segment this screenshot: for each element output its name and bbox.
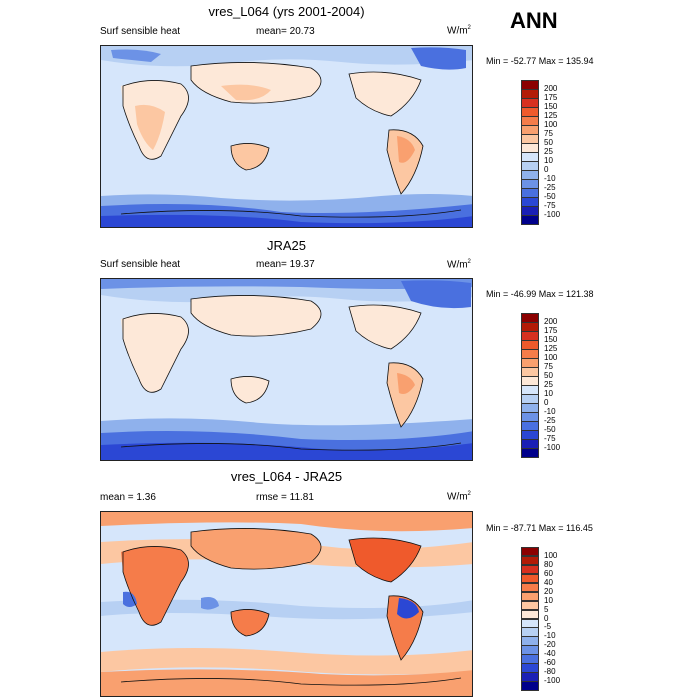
panel3-map — [100, 511, 473, 697]
colorbar-cell — [521, 672, 539, 682]
colorbar-tick-label: -50 — [544, 192, 556, 201]
panel3-rmse-label: rmse = 11.81 — [256, 492, 314, 503]
panel1-minmax: Min = -52.77 Max = 135.94 — [486, 56, 594, 66]
colorbar-tick-label: 200 — [544, 317, 558, 326]
colorbar-tick-label: -50 — [544, 425, 556, 434]
colorbar-tick-label: -80 — [544, 667, 556, 677]
panel1-title: vres_L064 (yrs 2001-2004) — [208, 4, 365, 19]
colorbar-tick-label: 50 — [544, 371, 553, 380]
colorbar-tick-label: 80 — [544, 559, 553, 569]
colorbar-cell — [521, 681, 539, 691]
colorbar-cell — [521, 555, 539, 566]
colorbar-cell — [521, 573, 539, 584]
panel2-map — [100, 278, 473, 461]
colorbar-tick-label: 10 — [544, 156, 553, 165]
panel3-title: vres_L064 - JRA25 — [230, 469, 343, 484]
colorbar-cell — [521, 654, 539, 664]
colorbar-cell — [521, 609, 539, 619]
colorbar-tick-label: -10 — [544, 407, 556, 416]
panel3-mean-label: mean = 1.36 — [100, 492, 156, 503]
panel2-variable-label: Surf sensible heat — [100, 259, 181, 270]
colorbar-tick-label: 125 — [544, 344, 558, 353]
colorbar-tick-label: -100 — [544, 443, 561, 452]
colorbar-cell — [521, 645, 539, 655]
colorbar-tick-label: 175 — [544, 93, 558, 102]
season-label: ANN — [510, 8, 558, 33]
colorbar-tick-label: 100 — [544, 120, 558, 129]
colorbar-tick-label: 50 — [544, 138, 553, 147]
colorbar-tick-label: 0 — [544, 613, 549, 623]
colorbar-tick-label: -25 — [544, 183, 556, 192]
colorbar-tick-label: -10 — [544, 174, 556, 183]
colorbar-cell — [521, 627, 539, 637]
panel2-colorbar — [521, 313, 539, 458]
colorbar-cell — [521, 547, 539, 557]
colorbar-tick-label: -40 — [544, 649, 556, 659]
colorbar-cell — [521, 663, 539, 673]
panel3-colorbar — [521, 547, 539, 691]
colorbar-tick-label: 60 — [544, 568, 553, 578]
panel1-colorbar — [521, 80, 539, 225]
panel3-units-label: W/m2 — [447, 491, 471, 503]
colorbar-tick-label: -75 — [544, 434, 556, 443]
colorbar-tick-label: 75 — [544, 129, 553, 138]
panel2-title: JRA25 — [266, 238, 307, 253]
colorbar-cell — [521, 564, 539, 575]
colorbar-tick-label: 20 — [544, 586, 553, 596]
colorbar-cell — [521, 582, 539, 593]
panel3-minmax: Min = -87.71 Max = 116.45 — [486, 523, 593, 533]
colorbar-tick-label: 150 — [544, 102, 558, 111]
colorbar-cell — [521, 448, 539, 458]
panel2-mean-label: mean= 19.37 — [256, 259, 315, 270]
colorbar-tick-label: 25 — [544, 147, 553, 156]
panel2-minmax: Min = -46.99 Max = 121.38 — [486, 289, 594, 299]
panel1-mean-label: mean= 20.73 — [256, 26, 315, 37]
colorbar-tick-label: 175 — [544, 326, 558, 335]
colorbar-tick-label: 40 — [544, 577, 553, 587]
colorbar-tick-label: 10 — [544, 595, 553, 605]
colorbar-tick-label: 125 — [544, 111, 558, 120]
colorbar-tick-label: 150 — [544, 335, 558, 344]
colorbar-tick-label: 100 — [544, 550, 558, 560]
colorbar-tick-label: -20 — [544, 640, 556, 650]
colorbar-cell — [521, 636, 539, 646]
colorbar-tick-label: -5 — [544, 622, 552, 632]
colorbar-cell — [521, 215, 539, 225]
colorbar-tick-label: 100 — [544, 353, 558, 362]
colorbar-tick-label: 10 — [544, 389, 553, 398]
colorbar-cell — [521, 618, 539, 628]
panel1-map — [100, 45, 473, 228]
panel1-variable-label: Surf sensible heat — [100, 26, 181, 37]
colorbar-tick-label: -100 — [544, 676, 561, 686]
panel2-units-label: W/m2 — [447, 259, 471, 271]
colorbar-tick-label: 25 — [544, 380, 553, 389]
colorbar-tick-label: 75 — [544, 362, 553, 371]
colorbar-tick-label: 200 — [544, 84, 558, 93]
colorbar-tick-label: -100 — [544, 210, 561, 219]
colorbar-cell — [521, 600, 539, 611]
colorbar-tick-label: -75 — [544, 201, 556, 210]
colorbar-tick-label: 5 — [544, 604, 549, 614]
colorbar-tick-label: 0 — [544, 398, 549, 407]
colorbar-tick-label: -10 — [544, 631, 556, 641]
colorbar-cell — [521, 591, 539, 602]
colorbar-tick-label: 0 — [544, 165, 549, 174]
colorbar-tick-label: -60 — [544, 658, 556, 668]
panel1-units-label: W/m2 — [447, 25, 471, 37]
colorbar-tick-label: -25 — [544, 416, 556, 425]
